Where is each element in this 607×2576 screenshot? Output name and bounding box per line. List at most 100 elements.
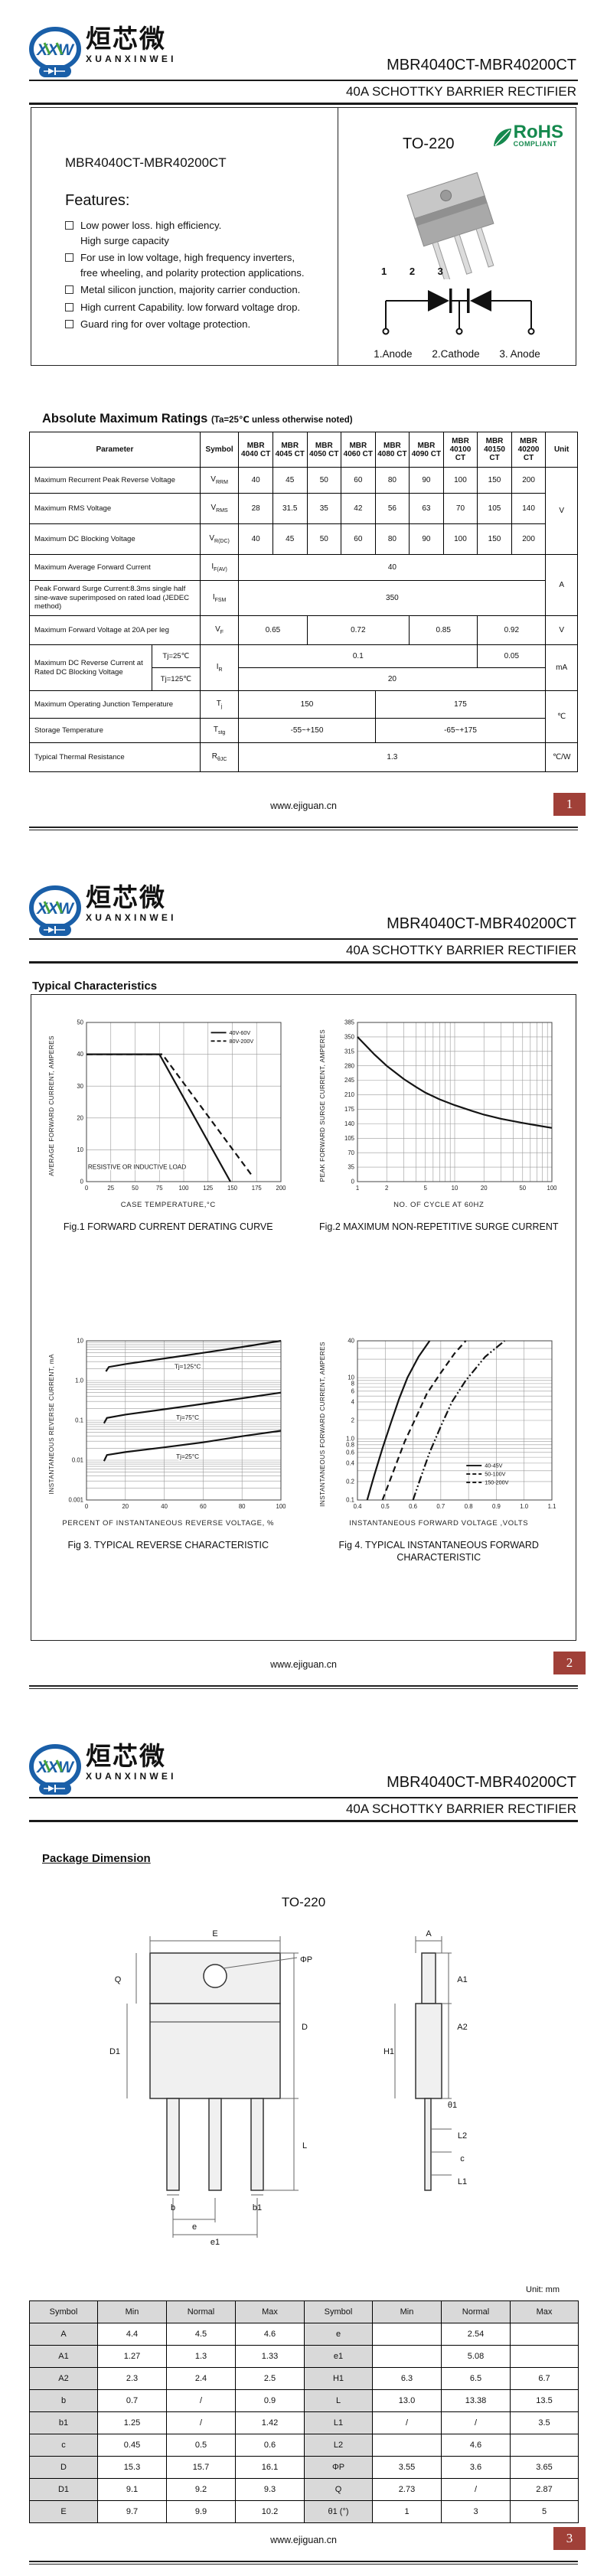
svg-text:0.9: 0.9 <box>492 1503 501 1510</box>
amr-value-cell: -65~+175 <box>374 718 547 743</box>
model-column-header: MBR 4050 CT <box>306 432 342 468</box>
dim-symbol-cell: D <box>29 2456 98 2479</box>
svg-text:0.2: 0.2 <box>346 1478 354 1485</box>
dim-value-cell: 2.3 <box>97 2367 167 2390</box>
package-photo <box>406 171 494 279</box>
svg-text:50: 50 <box>77 1019 84 1026</box>
svg-text:175: 175 <box>344 1106 355 1113</box>
dimension-label: L <box>302 2141 307 2150</box>
dim-value-cell: 2.4 <box>166 2367 236 2390</box>
amr-value-cell: 45 <box>272 467 308 494</box>
package-name: TO-220 <box>281 1895 326 1909</box>
checkbox-icon <box>65 253 73 262</box>
dim-value-cell: 1.27 <box>97 2345 167 2368</box>
footer-url[interactable]: www.ejiguan.cn <box>270 801 337 811</box>
dim-value-cell: / <box>441 2411 511 2434</box>
page-3: XXW 烜芯微 XUANXINWEI MBR4040CT-MBR40200CT … <box>0 1717 607 2576</box>
svg-text:0.6: 0.6 <box>409 1503 417 1510</box>
svg-text:40-45V: 40-45V <box>485 1462 502 1469</box>
amr-value-cell: 175 <box>374 690 547 719</box>
dim-value-cell: 9.2 <box>166 2478 236 2501</box>
dim-value-cell: 1.33 <box>235 2345 305 2368</box>
svg-text:0.8: 0.8 <box>464 1503 472 1510</box>
dim-value-cell: 13.38 <box>441 2389 511 2412</box>
dim-value-cell: 2.87 <box>510 2478 579 2501</box>
amr-unit: mA <box>545 644 578 691</box>
page-2: XXW 烜芯微 XUANXINWEI MBR4040CT-MBR40200CT … <box>0 859 607 1717</box>
dimension-label: D <box>302 2023 308 2032</box>
amr-symbol: Tstg <box>199 718 240 743</box>
table-row: A 4.4 4.5 4.6 e 2.54 <box>29 2323 579 2346</box>
svg-text:50: 50 <box>132 1185 139 1192</box>
brand-name-chinese: 烜芯微 <box>86 883 166 911</box>
feature-item: Metal silicon junction, majority carrier… <box>65 284 338 297</box>
footer-url[interactable]: www.ejiguan.cn <box>270 2535 337 2545</box>
checkbox-icon <box>65 320 73 328</box>
amr-value-cell: 42 <box>341 493 376 524</box>
amr-header-row: Parameter Symbol MBR 4040 CT MBR 4045 CT M… <box>29 432 578 468</box>
svg-text:1: 1 <box>356 1185 359 1192</box>
table-row: A1 1.27 1.3 1.33 e1 5.08 <box>29 2345 579 2368</box>
doc-subtitle: 40A SCHOTTKY BARRIER RECTIFIER <box>345 943 576 957</box>
table-row: Maximum Recurrent Peak Reverse Voltage V… <box>29 467 578 555</box>
amr-value-cell: 140 <box>511 493 547 524</box>
table-row: Tj=125℃ 20 <box>30 667 578 691</box>
dim-symbol-cell: A1 <box>29 2345 98 2368</box>
dim-value-cell: 6.7 <box>510 2367 579 2390</box>
amr-value-cell: 150 <box>477 467 512 494</box>
rohs-title: RoHS <box>513 122 563 142</box>
doc-part-number: MBR4040CT-MBR40200CT <box>387 57 576 73</box>
amr-value-cell: 0.05 <box>477 644 547 668</box>
table-row: Storage Temperature Tstg -55~+150 -65~+1… <box>29 718 578 743</box>
svg-text:0.5: 0.5 <box>381 1503 390 1510</box>
dim-value-cell: 3.55 <box>372 2456 442 2479</box>
amr-symbol: VF <box>199 615 240 645</box>
amr-symbol: Tj <box>199 690 240 719</box>
dim-value-cell <box>510 2434 579 2457</box>
pin-1-label: 1.Anode <box>374 348 413 360</box>
svg-text:150-200V: 150-200V <box>485 1479 508 1485</box>
dim-value-cell: 0.45 <box>97 2434 167 2457</box>
dim-value-cell: 4.5 <box>166 2323 236 2346</box>
fig2-caption: Fig.2 MAXIMUM NON-REPETITIVE SURGE CURRE… <box>318 1221 559 1232</box>
brand-name-pinyin: XUANXINWEI <box>86 911 177 923</box>
dim-value-cell: 9.7 <box>97 2500 167 2523</box>
model-column-header: MBR 40150 CT <box>477 432 512 468</box>
svg-text:8: 8 <box>351 1380 354 1387</box>
dim-value-cell: / <box>372 2411 442 2434</box>
dimension-label: e1 <box>210 2238 220 2247</box>
svg-text:Tj=25°C: Tj=25°C <box>176 1453 199 1459</box>
amr-value-cell: 50 <box>306 523 342 555</box>
amr-value-cell: 35 <box>306 493 342 524</box>
dimension-label: b1 <box>253 2203 262 2212</box>
svg-text:100: 100 <box>547 1185 557 1192</box>
amr-unit: V <box>545 615 578 645</box>
amr-value-cell: 0.85 <box>409 615 478 645</box>
dimension-label: L1 <box>458 2177 467 2186</box>
model-column-header: MBR 4040 CT <box>238 432 273 468</box>
footer-url[interactable]: www.ejiguan.cn <box>270 1659 337 1670</box>
model-column-header: MBR 4080 CT <box>374 432 410 468</box>
dimension-label: L2 <box>458 2131 467 2141</box>
svg-text:245: 245 <box>344 1077 355 1084</box>
amr-value-cell: 200 <box>511 523 547 555</box>
doc-part-number: MBR4040CT-MBR40200CT <box>387 915 576 932</box>
dim-symbol-cell: L <box>304 2389 373 2412</box>
dim-value-cell: 13.0 <box>372 2389 442 2412</box>
package-pane: TO-220 RoHS COMPLIANT <box>338 108 576 365</box>
svg-text:100: 100 <box>276 1503 287 1510</box>
svg-text:70: 70 <box>348 1149 354 1156</box>
table-row: b 0.7/0.9 L 13.0 13.38 13.5 <box>29 2389 579 2412</box>
dim-symbol-cell: b <box>29 2389 98 2412</box>
svg-text:1.0: 1.0 <box>346 1435 355 1442</box>
svg-text:0: 0 <box>351 1179 354 1185</box>
svg-text:105: 105 <box>344 1135 355 1142</box>
dim-value-cell: 5 <box>510 2500 579 2523</box>
amr-unit-header: Unit <box>545 432 578 468</box>
footer-rule <box>29 1685 578 1689</box>
header-rule <box>29 1797 578 1798</box>
dimension-label: θ1 <box>448 2101 457 2110</box>
svg-text:4: 4 <box>351 1398 354 1405</box>
table-row: Maximum RMS Voltage VRMS 28 31.5 35 42 56 63 7… <box>29 493 578 524</box>
